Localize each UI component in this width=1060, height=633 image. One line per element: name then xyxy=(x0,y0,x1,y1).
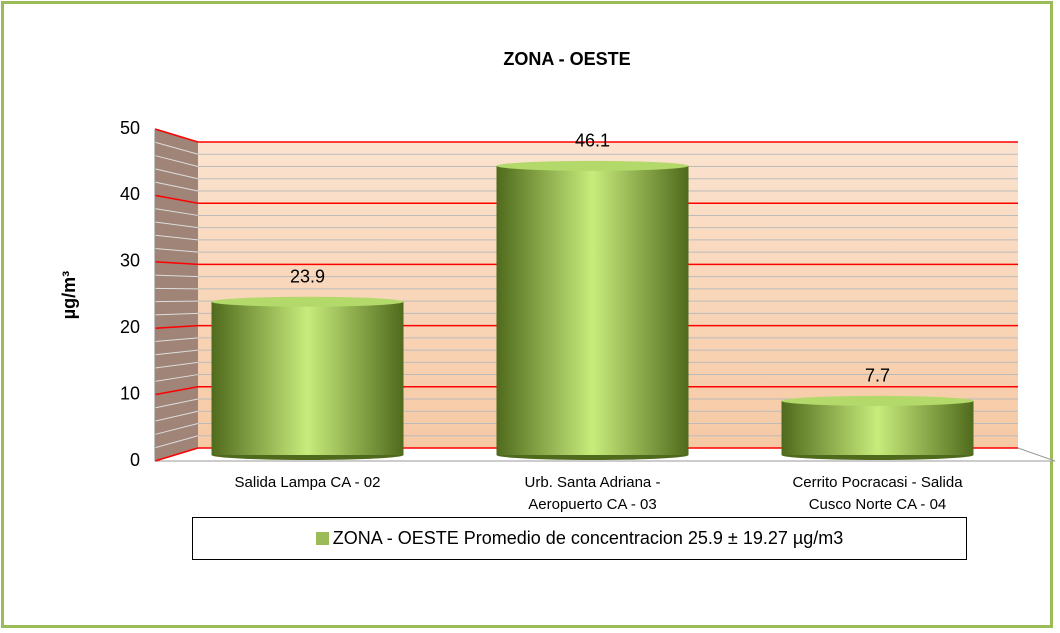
x-tick-label: Urb. Santa Adriana - Aeropuerto CA - 03 xyxy=(524,474,661,513)
minor-line xyxy=(154,398,199,409)
minor-line xyxy=(154,168,199,180)
chart-title: ZONA - OESTE xyxy=(503,49,630,69)
y-tick-label: 40 xyxy=(120,184,140,204)
legend-label: ZONA - OESTE Promedio de concentracion 2… xyxy=(332,528,844,548)
minor-line xyxy=(154,410,199,422)
minor-line xyxy=(154,300,199,303)
minor-line xyxy=(154,274,199,278)
minor-line xyxy=(154,374,199,382)
minor-line xyxy=(154,337,199,342)
y-tick-label: 50 xyxy=(120,118,140,138)
grid-line xyxy=(154,261,199,266)
minor-line xyxy=(154,208,199,216)
bar xyxy=(211,296,404,460)
minor-line xyxy=(154,312,199,316)
data-label: 7.7 xyxy=(865,366,890,386)
data-label: 46.1 xyxy=(575,131,610,151)
y-tick-label: 10 xyxy=(120,383,140,403)
grid-line xyxy=(154,194,199,204)
grid-line xyxy=(154,128,199,143)
data-label: 23.9 xyxy=(290,266,325,286)
minor-line xyxy=(154,221,199,229)
grid-line xyxy=(154,386,199,396)
grid-line xyxy=(154,447,199,462)
y-tick-label: 0 xyxy=(130,450,140,470)
bar xyxy=(496,160,689,460)
y-axis-label: µg/m³ xyxy=(59,271,79,319)
minor-line xyxy=(154,423,199,435)
x-tick-label: Salida Lampa CA - 02 xyxy=(234,474,381,491)
minor-line xyxy=(154,248,199,253)
minor-line xyxy=(154,141,199,155)
minor-line xyxy=(154,234,199,241)
y-tick-label: 20 xyxy=(120,317,140,337)
minor-line xyxy=(154,361,199,369)
grid-line xyxy=(154,324,199,329)
legend-swatch xyxy=(315,532,329,545)
x-tick-label: Cerrito Pocracasi - Salida Cusco Norte C… xyxy=(792,474,963,513)
minor-line xyxy=(154,287,199,290)
minor-line xyxy=(154,435,199,449)
minor-line xyxy=(154,181,199,192)
y-tick-label: 30 xyxy=(120,251,140,271)
minor-line xyxy=(154,349,199,356)
side-wall xyxy=(155,129,198,461)
legend: ZONA - OESTE Promedio de concentracion 2… xyxy=(192,517,967,560)
minor-line xyxy=(154,155,199,167)
bar xyxy=(781,395,974,460)
